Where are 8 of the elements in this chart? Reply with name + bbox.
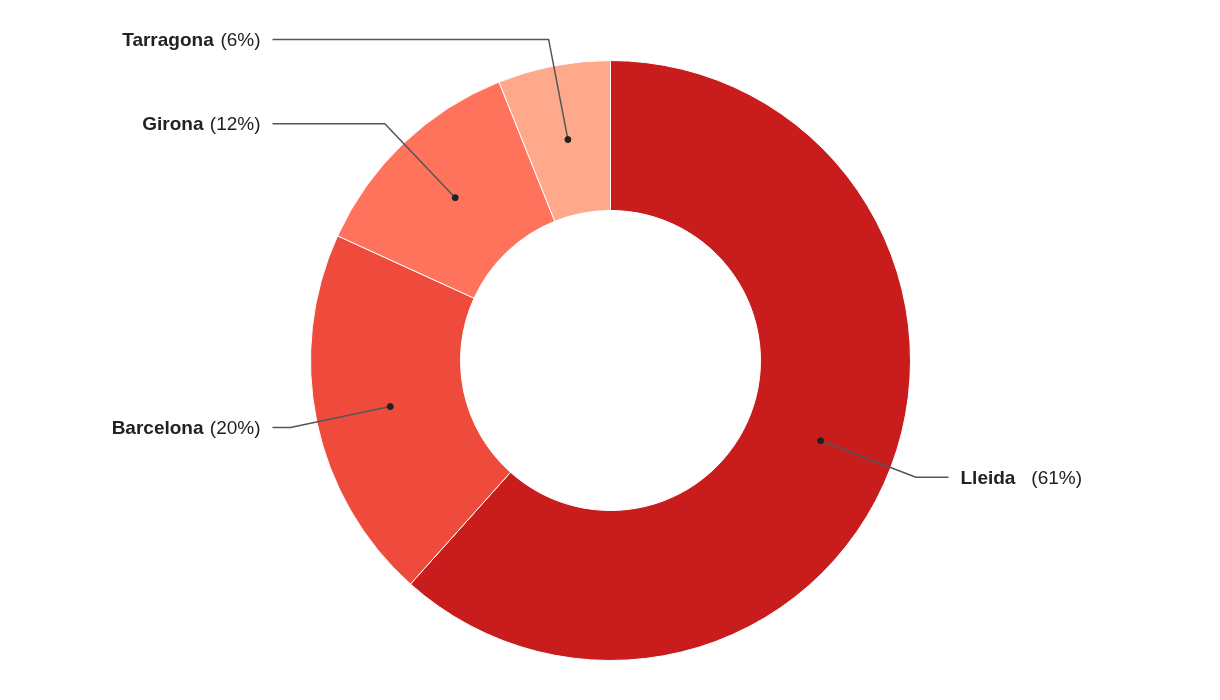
data-label: (6%) (220, 28, 261, 50)
slice-label: Tarragona (122, 28, 215, 50)
data-label: (12%) (209, 113, 261, 135)
slice-label: Barcelona (111, 416, 204, 438)
slice-label: Girona (142, 113, 204, 135)
slice-label: Lleida (960, 466, 1016, 488)
data-label: (61%) (1031, 466, 1082, 488)
data-label: (20%) (209, 416, 261, 438)
